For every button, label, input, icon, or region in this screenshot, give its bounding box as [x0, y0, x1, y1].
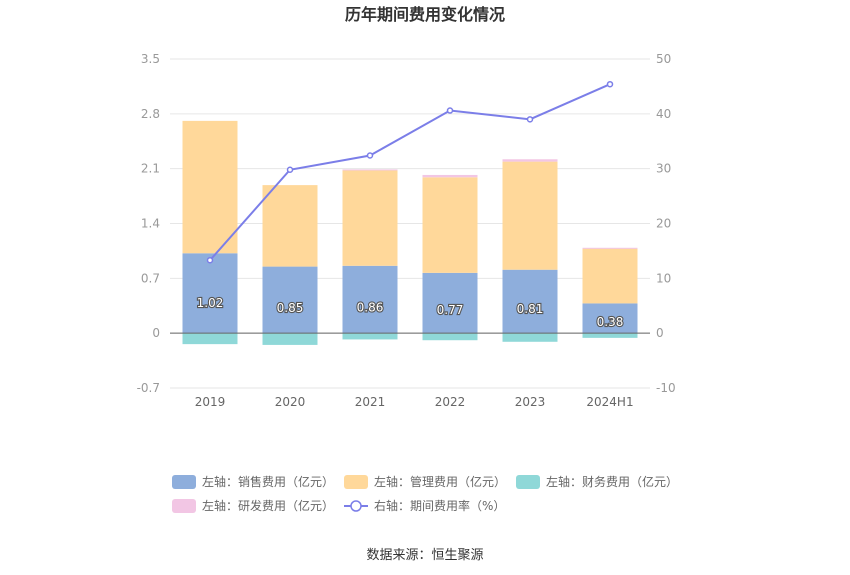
right-axis-tick: 0 — [656, 326, 664, 340]
x-axis-tick: 2020 — [275, 395, 306, 409]
rate-point[interactable] — [366, 152, 374, 159]
legend-swatch — [344, 475, 368, 489]
rd-expense-bar[interactable] — [342, 169, 398, 171]
sales-value-label: 0.85 — [277, 301, 304, 315]
legend-sales[interactable]: 左轴：销售费用（亿元） — [172, 474, 334, 489]
rate-line-path — [209, 83, 611, 261]
sales-value-label: 0.86 — [357, 301, 384, 315]
rate-point[interactable] — [606, 80, 614, 88]
legend[interactable]: 左轴：销售费用（亿元） 左轴：管理费用（亿元） 左轴：财务费用（亿元） 左轴：研发费用… — [172, 474, 678, 513]
rate-point[interactable] — [286, 166, 294, 174]
legend-label: 左轴：财务费用（亿元） — [546, 474, 678, 489]
sales-expense-bar[interactable] — [422, 272, 478, 334]
legend-label: 左轴：管理费用（亿元） — [374, 474, 506, 489]
x-axis-tick: 2024H1 — [586, 395, 633, 409]
right-axis-tick: 50 — [656, 52, 671, 66]
admin-expense-bar[interactable] — [182, 120, 238, 254]
rd-expense-bar[interactable] — [582, 247, 638, 249]
rd-expense-bar[interactable] — [502, 159, 558, 162]
legend-point-swatch — [350, 500, 362, 512]
right-axis-tick: -10 — [656, 381, 676, 395]
left-axis-tick: -0.7 — [137, 381, 160, 395]
legend-label: 左轴：销售费用（亿元） — [202, 474, 334, 489]
sales-value-label: 0.81 — [517, 302, 544, 316]
left-axis-tick: 2.8 — [141, 107, 160, 121]
chart-title: 历年期间费用变化情况 — [345, 5, 505, 24]
right-axis-tick: 10 — [656, 271, 671, 285]
rate-point[interactable] — [526, 116, 534, 123]
finance-expense-bar[interactable] — [342, 333, 398, 340]
data-labels: 1.02 0.85 0.86 0.77 0.81 0.38 — [196, 295, 625, 330]
axes: 3.5 2.8 2.1 1.4 0.7 0 -0.7 50 40 30 20 10 0 -10 2019 20… — [137, 52, 676, 409]
bars — [182, 120, 638, 345]
left-axis-tick: 3.5 — [141, 52, 160, 66]
legend-finance[interactable]: 左轴：财务费用（亿元） — [516, 474, 678, 489]
sales-expense-bar[interactable] — [342, 265, 398, 334]
admin-expense-bar[interactable] — [582, 248, 638, 304]
left-axis-tick: 0.7 — [141, 271, 160, 285]
admin-expense-bar[interactable] — [262, 185, 318, 267]
legend-rd[interactable]: 左轴：研发费用（亿元） — [172, 498, 334, 513]
legend-label: 左轴：研发费用（亿元） — [202, 498, 334, 513]
right-axis-tick: 30 — [656, 162, 671, 176]
sales-expense-bar[interactable] — [502, 269, 558, 334]
rate-point[interactable] — [206, 256, 214, 264]
x-axis-tick: 2022 — [435, 395, 466, 409]
finance-expense-bar[interactable] — [502, 333, 558, 342]
right-axis-tick: 20 — [656, 217, 671, 231]
legend-label: 右轴：期间费用率（%） — [374, 498, 505, 513]
legend-swatch — [172, 475, 196, 489]
admin-expense-bar[interactable] — [502, 161, 558, 270]
x-axis-tick: 2023 — [515, 395, 546, 409]
rd-expense-bar[interactable] — [422, 174, 478, 178]
rate-point[interactable] — [446, 107, 454, 114]
right-axis-tick: 40 — [656, 107, 671, 121]
sales-value-label: 0.77 — [437, 303, 464, 317]
legend-admin[interactable]: 左轴：管理费用（亿元） — [344, 474, 506, 489]
left-axis-tick: 1.4 — [141, 217, 160, 231]
sales-value-label: 0.38 — [597, 315, 624, 329]
sales-expense-bar[interactable] — [182, 253, 238, 334]
finance-expense-bar[interactable] — [182, 333, 238, 345]
x-axis-tick: 2019 — [195, 395, 226, 409]
sales-expense-bar[interactable] — [582, 303, 638, 334]
source-note: 数据来源：恒生聚源 — [366, 548, 483, 563]
admin-expense-bar[interactable] — [422, 177, 478, 273]
x-axis-tick: 2021 — [355, 395, 386, 409]
finance-expense-bar[interactable] — [262, 333, 318, 345]
legend-swatch — [172, 499, 196, 513]
sales-expense-bar[interactable] — [262, 266, 318, 334]
finance-expense-bar[interactable] — [422, 333, 478, 341]
finance-expense-bar[interactable] — [582, 333, 638, 338]
left-axis-tick: 0 — [152, 326, 160, 340]
sales-value-label: 1.02 — [197, 296, 224, 310]
legend-rate[interactable]: 右轴：期间费用率（%） — [344, 498, 505, 513]
admin-expense-bar[interactable] — [342, 170, 398, 266]
rate-line — [206, 80, 614, 264]
left-axis-tick: 2.1 — [141, 162, 160, 176]
legend-swatch — [516, 475, 540, 489]
